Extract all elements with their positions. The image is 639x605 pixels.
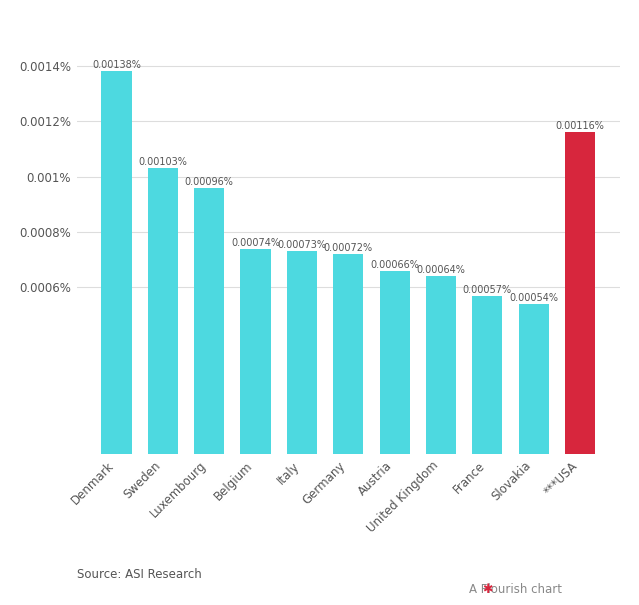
Text: 0.00138%: 0.00138% [92, 60, 141, 70]
Bar [102, 71, 132, 454]
Bar [287, 252, 317, 454]
Text: 0.00057%: 0.00057% [463, 285, 512, 295]
Text: 0.00054%: 0.00054% [509, 293, 558, 303]
Text: 0.00072%: 0.00072% [324, 243, 373, 253]
Text: 0.00066%: 0.00066% [370, 260, 419, 270]
Bar [333, 254, 364, 454]
Bar [194, 188, 224, 454]
Bar [472, 296, 502, 454]
Text: 0.00096%: 0.00096% [185, 177, 234, 186]
Text: A Flourish chart: A Flourish chart [469, 583, 562, 596]
Text: 0.00074%: 0.00074% [231, 238, 280, 247]
Bar [519, 304, 549, 454]
Bar [426, 276, 456, 454]
Bar [148, 168, 178, 454]
Text: 0.00116%: 0.00116% [556, 121, 604, 131]
Text: ✱: ✱ [482, 583, 493, 596]
Bar [565, 132, 595, 454]
Text: Source: ASI Research: Source: ASI Research [77, 568, 201, 581]
Bar [240, 249, 270, 454]
Text: 0.00064%: 0.00064% [417, 265, 465, 275]
Text: 0.00103%: 0.00103% [139, 157, 187, 167]
Text: 0.00073%: 0.00073% [277, 240, 327, 250]
Bar [380, 271, 410, 454]
